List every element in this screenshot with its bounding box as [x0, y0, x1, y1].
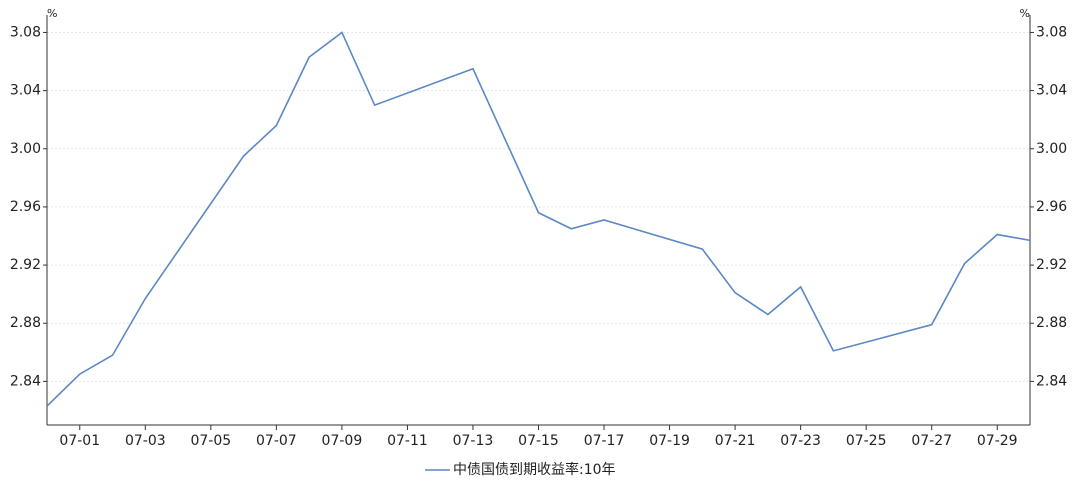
x-tick-label: 07-27 [911, 433, 952, 449]
x-tick-label: 07-11 [387, 433, 428, 449]
x-tick-label: 07-01 [59, 433, 100, 449]
y2-tick-label: 3.08 [1036, 24, 1067, 40]
y2-tick-label: 3.04 [1036, 83, 1067, 99]
y-tick-label: 3.04 [10, 83, 41, 99]
y-tick-label: 2.88 [10, 315, 41, 331]
y2-tick-label: 3.00 [1036, 141, 1067, 157]
x-tick-label: 07-21 [715, 433, 756, 449]
series-line [46, 31, 1031, 407]
y2-tick-label: 2.92 [1036, 257, 1067, 273]
y-tick-label: 2.84 [10, 373, 41, 389]
x-tick-label: 07-25 [846, 433, 887, 449]
x-tick-label: 07-07 [256, 433, 297, 449]
y-tick-label: 3.00 [10, 141, 41, 157]
y2-tick-label: 2.96 [1036, 199, 1067, 215]
x-tick-label: 07-17 [584, 433, 625, 449]
x-tick-label: 07-05 [190, 433, 231, 449]
legend-label: 中债国债到期收益率:10年 [453, 461, 616, 478]
x-tick-label: 07-29 [977, 433, 1018, 449]
x-tick-label: 07-23 [780, 433, 821, 449]
y-tick-label: 2.96 [10, 199, 41, 215]
x-tick-label: 07-13 [453, 433, 494, 449]
x-tick-label: 07-15 [518, 433, 559, 449]
y-tick-label: 2.92 [10, 257, 41, 273]
x-tick-label: 07-09 [322, 433, 363, 449]
y-tick-label: 3.08 [10, 24, 41, 40]
y-unit: % [47, 7, 57, 20]
x-tick-label: 07-03 [125, 433, 166, 449]
x-tick-label: 07-19 [649, 433, 690, 449]
y2-unit: % [1020, 7, 1030, 20]
y2-tick-label: 2.88 [1036, 315, 1067, 331]
y2-tick-label: 2.84 [1036, 373, 1067, 389]
